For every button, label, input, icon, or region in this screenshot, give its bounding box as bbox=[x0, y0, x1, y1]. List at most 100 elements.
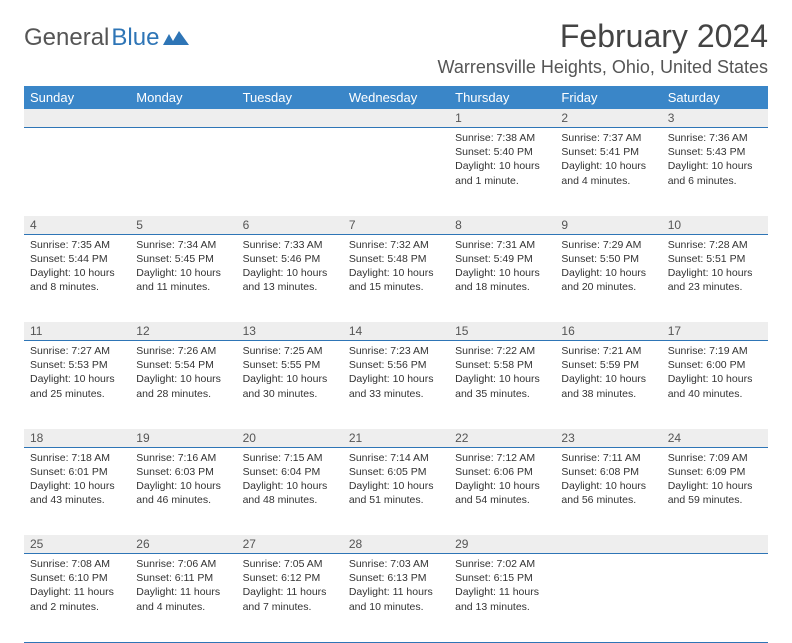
sunset-text: Sunset: 5:43 PM bbox=[668, 145, 762, 159]
day-details: Sunrise: 7:37 AMSunset: 5:41 PMDaylight:… bbox=[555, 128, 661, 194]
daylight-text: Daylight: 10 hours and 23 minutes. bbox=[668, 266, 762, 294]
sunrise-text: Sunrise: 7:15 AM bbox=[243, 451, 337, 465]
daylight-text: Daylight: 10 hours and 15 minutes. bbox=[349, 266, 443, 294]
sunset-text: Sunset: 6:08 PM bbox=[561, 465, 655, 479]
daylight-text: Daylight: 11 hours and 4 minutes. bbox=[136, 585, 230, 613]
day-number: 15 bbox=[449, 322, 555, 341]
day-cell: Sunrise: 7:35 AMSunset: 5:44 PMDaylight:… bbox=[24, 234, 130, 322]
sunset-text: Sunset: 5:45 PM bbox=[136, 252, 230, 266]
day-number bbox=[343, 109, 449, 128]
sunrise-text: Sunrise: 7:08 AM bbox=[30, 557, 124, 571]
day-details bbox=[237, 128, 343, 137]
sunrise-text: Sunrise: 7:16 AM bbox=[136, 451, 230, 465]
sunset-text: Sunset: 5:48 PM bbox=[349, 252, 443, 266]
day-details: Sunrise: 7:38 AMSunset: 5:40 PMDaylight:… bbox=[449, 128, 555, 194]
day-cell: Sunrise: 7:16 AMSunset: 6:03 PMDaylight:… bbox=[130, 447, 236, 535]
sunrise-text: Sunrise: 7:03 AM bbox=[349, 557, 443, 571]
day-cell: Sunrise: 7:03 AMSunset: 6:13 PMDaylight:… bbox=[343, 554, 449, 642]
day-details: Sunrise: 7:31 AMSunset: 5:49 PMDaylight:… bbox=[449, 235, 555, 301]
day-details: Sunrise: 7:15 AMSunset: 6:04 PMDaylight:… bbox=[237, 448, 343, 514]
day-details bbox=[343, 128, 449, 137]
brand-part2: Blue bbox=[111, 24, 159, 52]
sunrise-text: Sunrise: 7:18 AM bbox=[30, 451, 124, 465]
daylight-text: Daylight: 10 hours and 4 minutes. bbox=[561, 159, 655, 187]
day-number bbox=[555, 535, 661, 554]
dayhead-sat: Saturday bbox=[662, 86, 768, 109]
sunrise-text: Sunrise: 7:25 AM bbox=[243, 344, 337, 358]
sunrise-text: Sunrise: 7:33 AM bbox=[243, 238, 337, 252]
brand-logo: GeneralBlue bbox=[24, 18, 189, 52]
day-number bbox=[24, 109, 130, 128]
day-number: 24 bbox=[662, 429, 768, 448]
day-cell: Sunrise: 7:29 AMSunset: 5:50 PMDaylight:… bbox=[555, 234, 661, 322]
sunset-text: Sunset: 6:11 PM bbox=[136, 571, 230, 585]
day-details: Sunrise: 7:11 AMSunset: 6:08 PMDaylight:… bbox=[555, 448, 661, 514]
day-cell bbox=[343, 128, 449, 216]
day-details: Sunrise: 7:18 AMSunset: 6:01 PMDaylight:… bbox=[24, 448, 130, 514]
daynum-row: 2526272829 bbox=[24, 535, 768, 554]
month-title: February 2024 bbox=[438, 18, 768, 55]
day-cell: Sunrise: 7:23 AMSunset: 5:56 PMDaylight:… bbox=[343, 341, 449, 429]
day-number: 17 bbox=[662, 322, 768, 341]
day-number: 5 bbox=[130, 216, 236, 235]
daylight-text: Daylight: 10 hours and 20 minutes. bbox=[561, 266, 655, 294]
day-cell: Sunrise: 7:33 AMSunset: 5:46 PMDaylight:… bbox=[237, 234, 343, 322]
day-number: 7 bbox=[343, 216, 449, 235]
day-number bbox=[130, 109, 236, 128]
day-cell: Sunrise: 7:26 AMSunset: 5:54 PMDaylight:… bbox=[130, 341, 236, 429]
sunrise-text: Sunrise: 7:09 AM bbox=[668, 451, 762, 465]
daylight-text: Daylight: 10 hours and 54 minutes. bbox=[455, 479, 549, 507]
day-number bbox=[237, 109, 343, 128]
day-details: Sunrise: 7:09 AMSunset: 6:09 PMDaylight:… bbox=[662, 448, 768, 514]
week-row: Sunrise: 7:27 AMSunset: 5:53 PMDaylight:… bbox=[24, 341, 768, 429]
day-cell: Sunrise: 7:02 AMSunset: 6:15 PMDaylight:… bbox=[449, 554, 555, 642]
day-details: Sunrise: 7:16 AMSunset: 6:03 PMDaylight:… bbox=[130, 448, 236, 514]
daynum-row: 123 bbox=[24, 109, 768, 128]
daylight-text: Daylight: 11 hours and 2 minutes. bbox=[30, 585, 124, 613]
daylight-text: Daylight: 10 hours and 8 minutes. bbox=[30, 266, 124, 294]
day-cell: Sunrise: 7:27 AMSunset: 5:53 PMDaylight:… bbox=[24, 341, 130, 429]
day-details bbox=[24, 128, 130, 137]
day-details bbox=[555, 554, 661, 563]
sunset-text: Sunset: 5:58 PM bbox=[455, 358, 549, 372]
sunset-text: Sunset: 5:44 PM bbox=[30, 252, 124, 266]
day-details: Sunrise: 7:03 AMSunset: 6:13 PMDaylight:… bbox=[343, 554, 449, 620]
day-details: Sunrise: 7:02 AMSunset: 6:15 PMDaylight:… bbox=[449, 554, 555, 620]
flag-icon bbox=[163, 29, 189, 47]
day-details: Sunrise: 7:25 AMSunset: 5:55 PMDaylight:… bbox=[237, 341, 343, 407]
week-row: Sunrise: 7:38 AMSunset: 5:40 PMDaylight:… bbox=[24, 128, 768, 216]
day-number: 6 bbox=[237, 216, 343, 235]
sunrise-text: Sunrise: 7:12 AM bbox=[455, 451, 549, 465]
day-number: 8 bbox=[449, 216, 555, 235]
day-cell: Sunrise: 7:32 AMSunset: 5:48 PMDaylight:… bbox=[343, 234, 449, 322]
daylight-text: Daylight: 10 hours and 38 minutes. bbox=[561, 372, 655, 400]
day-cell bbox=[130, 128, 236, 216]
sunrise-text: Sunrise: 7:02 AM bbox=[455, 557, 549, 571]
day-cell bbox=[662, 554, 768, 642]
day-number: 12 bbox=[130, 322, 236, 341]
sunset-text: Sunset: 5:40 PM bbox=[455, 145, 549, 159]
day-details bbox=[130, 128, 236, 137]
day-cell: Sunrise: 7:19 AMSunset: 6:00 PMDaylight:… bbox=[662, 341, 768, 429]
sunset-text: Sunset: 6:10 PM bbox=[30, 571, 124, 585]
sunrise-text: Sunrise: 7:21 AM bbox=[561, 344, 655, 358]
day-number: 22 bbox=[449, 429, 555, 448]
day-details: Sunrise: 7:08 AMSunset: 6:10 PMDaylight:… bbox=[24, 554, 130, 620]
dayhead-tue: Tuesday bbox=[237, 86, 343, 109]
sunset-text: Sunset: 5:55 PM bbox=[243, 358, 337, 372]
day-number: 27 bbox=[237, 535, 343, 554]
day-number: 18 bbox=[24, 429, 130, 448]
day-details: Sunrise: 7:21 AMSunset: 5:59 PMDaylight:… bbox=[555, 341, 661, 407]
sunset-text: Sunset: 6:06 PM bbox=[455, 465, 549, 479]
day-cell: Sunrise: 7:09 AMSunset: 6:09 PMDaylight:… bbox=[662, 447, 768, 535]
day-cell: Sunrise: 7:38 AMSunset: 5:40 PMDaylight:… bbox=[449, 128, 555, 216]
week-row: Sunrise: 7:18 AMSunset: 6:01 PMDaylight:… bbox=[24, 447, 768, 535]
dayhead-fri: Friday bbox=[555, 86, 661, 109]
sunrise-text: Sunrise: 7:32 AM bbox=[349, 238, 443, 252]
daylight-text: Daylight: 10 hours and 18 minutes. bbox=[455, 266, 549, 294]
sunset-text: Sunset: 6:13 PM bbox=[349, 571, 443, 585]
day-cell: Sunrise: 7:08 AMSunset: 6:10 PMDaylight:… bbox=[24, 554, 130, 642]
day-details: Sunrise: 7:27 AMSunset: 5:53 PMDaylight:… bbox=[24, 341, 130, 407]
sunset-text: Sunset: 6:00 PM bbox=[668, 358, 762, 372]
day-details: Sunrise: 7:23 AMSunset: 5:56 PMDaylight:… bbox=[343, 341, 449, 407]
